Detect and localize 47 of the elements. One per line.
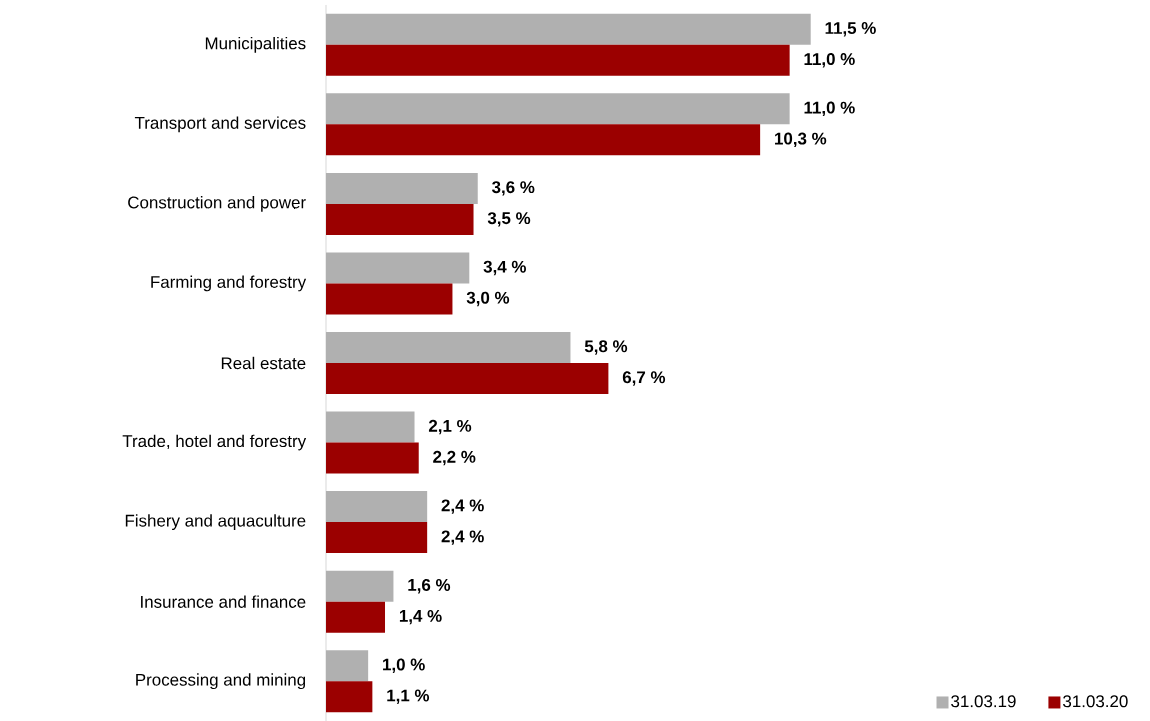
y-tick-label: Trade, hotel and forestry [122, 434, 307, 451]
legend-label: 31.03.20 [1063, 695, 1128, 708]
data-label: 6,7 % [622, 371, 666, 386]
data-label: 2,1 % [428, 419, 472, 435]
data-label: 2,4 % [441, 530, 484, 545]
bar [326, 203, 474, 235]
y-tick-label: Construction and power [128, 195, 306, 212]
data-label: 3,4 % [483, 260, 526, 276]
data-label: 11,0 % [804, 101, 855, 116]
bar [326, 570, 394, 602]
bar [326, 362, 609, 394]
bar [326, 283, 453, 315]
bar [326, 93, 790, 125]
bar [326, 172, 478, 204]
data-label: 2,4 % [441, 499, 484, 514]
data-label: 1,1 % [387, 689, 430, 704]
bar [326, 124, 761, 156]
y-tick-label: Farming and forestry [151, 275, 307, 292]
y-tick-label: Insurance and finance [141, 595, 306, 608]
y-tick-label: Real estate [221, 356, 306, 370]
bar [326, 681, 373, 713]
y-tick-label: Processing and mining [136, 673, 306, 690]
bar [326, 650, 369, 682]
data-label: 3,6 % [491, 181, 535, 196]
data-label: 5,8 % [584, 340, 628, 355]
y-tick-label: Transport and services [134, 116, 306, 133]
bar [326, 13, 811, 45]
y-tick-label: Municipalities [205, 36, 306, 53]
data-label: 10,3 % [775, 132, 827, 147]
data-label: 1,0 % [383, 658, 425, 673]
data-label: 1,6 % [408, 578, 451, 594]
bar [326, 252, 470, 284]
bar [326, 442, 419, 474]
bar [326, 331, 571, 363]
legend-label: 31.03.19 [951, 695, 1016, 708]
bar [326, 491, 428, 523]
data-label: 2,2 % [433, 450, 476, 466]
bar [326, 522, 428, 554]
bar [326, 411, 415, 443]
data-label: 3,0 % [466, 291, 510, 307]
bar [326, 601, 386, 633]
data-label: 11,0 % [804, 52, 855, 68]
data-label: 11,5 % [825, 21, 876, 37]
data-label: 1,4 % [399, 609, 442, 625]
y-tick-label: Fishery and aquaculture [125, 514, 306, 530]
bar [326, 44, 790, 76]
data-label: 3,5 % [487, 212, 531, 227]
